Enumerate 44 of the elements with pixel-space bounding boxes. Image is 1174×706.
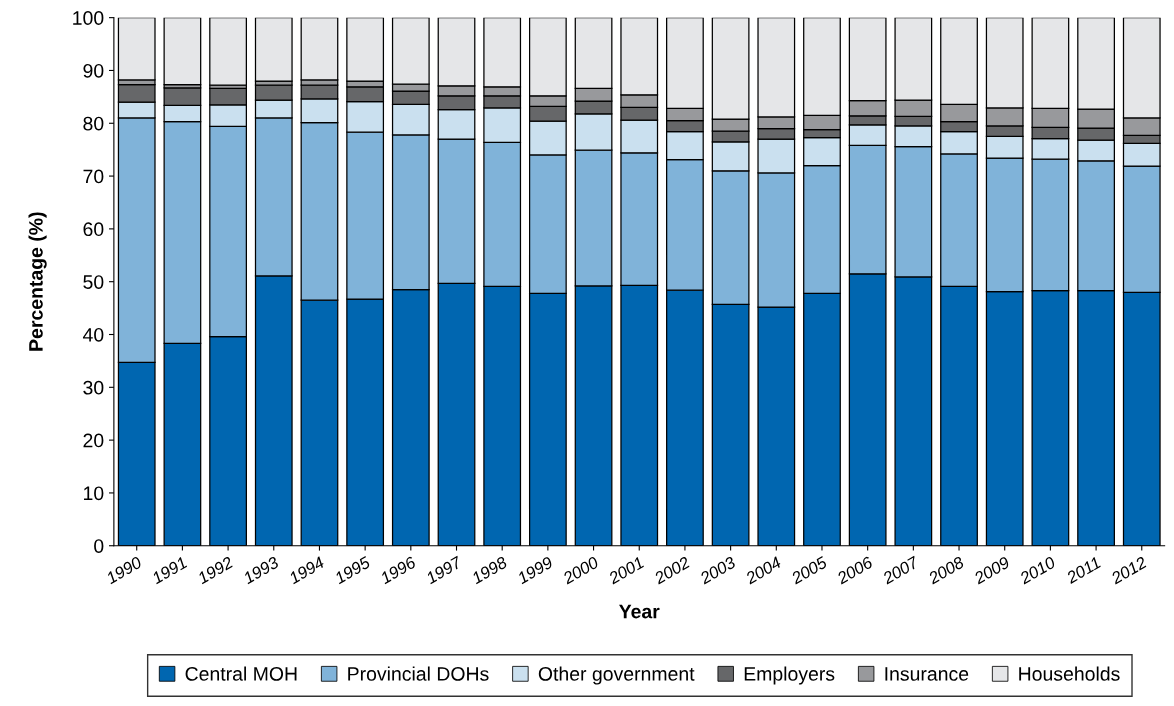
y-tick-label: 90 [83, 63, 104, 78]
bar [117, 17, 156, 81]
x-tick-label: 2011 [1065, 556, 1101, 585]
x-axis-title: Year [619, 604, 660, 619]
x-tick-label: 2009 [972, 556, 1011, 585]
bar [163, 17, 202, 86]
y-tick-label: 10 [84, 486, 104, 501]
x-tick-label: 1999 [516, 556, 554, 585]
legend-label: Provincial DOHs [348, 666, 489, 681]
x-tick-label: 1990 [105, 555, 143, 585]
y-axis-title: Percentage (%) [28, 212, 47, 351]
x-tick-label: 2012 [1109, 555, 1148, 585]
y-tick-label: 0 [94, 539, 104, 553]
x-tick-label: 1995 [333, 555, 372, 585]
x-tick-label: 2000 [561, 555, 600, 585]
x-tick-label: 1993 [242, 555, 280, 585]
x-tick-label: 2003 [698, 555, 737, 585]
legend-label: Employers [744, 666, 835, 685]
x-tick-label: 1991 [150, 556, 188, 585]
y-tick-label: 80 [83, 116, 104, 131]
x-tick-label: 2006 [835, 555, 874, 585]
y-tick-label: 60 [83, 222, 104, 237]
legend-label: Central MOH [185, 666, 297, 681]
x-tick-label: 1996 [379, 555, 417, 585]
bar [254, 17, 293, 82]
legend-label: Other government [538, 666, 695, 685]
legend-label: Insurance [885, 667, 969, 681]
x-tick-label: 2001 [607, 556, 645, 585]
x-tick-label: 2002 [652, 555, 691, 585]
x-tick-label: 1994 [287, 556, 326, 585]
x-tick-label: 1998 [470, 555, 509, 585]
x-tick-label: 2005 [790, 555, 829, 585]
y-tick-label: 70 [83, 169, 104, 184]
x-tick-label: 1997 [425, 555, 464, 585]
y-tick-label: 30 [83, 380, 104, 395]
legend-label: Households [1019, 666, 1120, 681]
y-tick-label: 40 [82, 327, 104, 342]
x-tick-label: 2008 [927, 555, 966, 585]
bar [209, 17, 247, 86]
x-tick-label: 2010 [1018, 555, 1057, 585]
y-tick-label: 50 [83, 275, 104, 289]
y-tick-label: 20 [83, 433, 104, 448]
y-tick-label: 100 [73, 11, 104, 25]
x-tick-label: 1992 [196, 555, 234, 585]
